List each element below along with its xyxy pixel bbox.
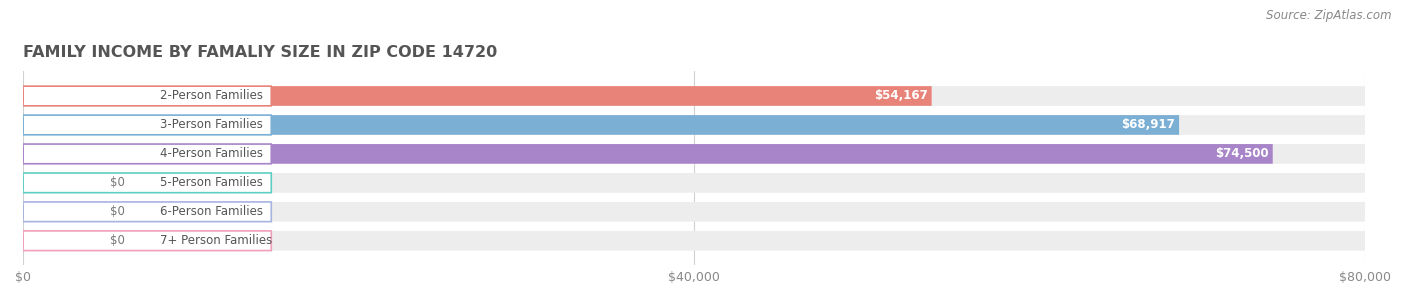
- Text: 3-Person Families: 3-Person Families: [159, 118, 263, 131]
- FancyBboxPatch shape: [22, 115, 271, 135]
- FancyBboxPatch shape: [22, 86, 932, 106]
- FancyBboxPatch shape: [22, 202, 271, 222]
- FancyBboxPatch shape: [22, 144, 1272, 164]
- Text: $74,500: $74,500: [1215, 147, 1268, 160]
- FancyBboxPatch shape: [22, 144, 1365, 164]
- Text: 6-Person Families: 6-Person Families: [159, 205, 263, 218]
- Text: FAMILY INCOME BY FAMALIY SIZE IN ZIP CODE 14720: FAMILY INCOME BY FAMALIY SIZE IN ZIP COD…: [22, 45, 498, 60]
- FancyBboxPatch shape: [22, 231, 97, 251]
- FancyBboxPatch shape: [22, 173, 271, 193]
- Text: 4-Person Families: 4-Person Families: [159, 147, 263, 160]
- Text: $0: $0: [110, 234, 125, 247]
- FancyBboxPatch shape: [22, 86, 271, 106]
- Text: $68,917: $68,917: [1122, 118, 1175, 131]
- Text: 7+ Person Families: 7+ Person Families: [159, 234, 271, 247]
- FancyBboxPatch shape: [22, 202, 1365, 222]
- FancyBboxPatch shape: [22, 202, 97, 222]
- Text: $54,167: $54,167: [875, 89, 928, 102]
- FancyBboxPatch shape: [22, 115, 1180, 135]
- FancyBboxPatch shape: [22, 173, 1365, 193]
- Text: $0: $0: [110, 176, 125, 189]
- Text: 2-Person Families: 2-Person Families: [159, 89, 263, 102]
- FancyBboxPatch shape: [22, 86, 1365, 106]
- FancyBboxPatch shape: [22, 231, 1365, 251]
- Text: 5-Person Families: 5-Person Families: [159, 176, 263, 189]
- Text: $0: $0: [110, 205, 125, 218]
- FancyBboxPatch shape: [22, 231, 271, 251]
- FancyBboxPatch shape: [22, 144, 271, 164]
- FancyBboxPatch shape: [22, 173, 97, 193]
- Text: Source: ZipAtlas.com: Source: ZipAtlas.com: [1267, 9, 1392, 22]
- FancyBboxPatch shape: [22, 115, 1365, 135]
